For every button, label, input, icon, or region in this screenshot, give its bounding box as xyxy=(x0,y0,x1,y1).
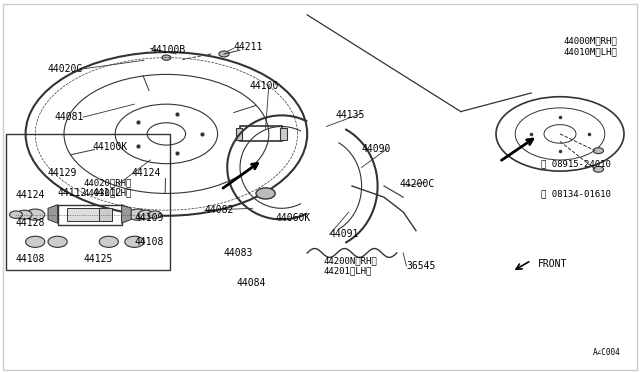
Text: 44112: 44112 xyxy=(58,189,87,198)
Text: 44211: 44211 xyxy=(234,42,263,51)
Text: ① 08915-24010: ① 08915-24010 xyxy=(541,159,611,168)
Circle shape xyxy=(26,209,45,220)
Text: Ⓑ 08134-01610: Ⓑ 08134-01610 xyxy=(541,189,611,198)
Bar xyxy=(280,128,287,140)
Circle shape xyxy=(48,236,67,247)
Bar xyxy=(58,205,122,225)
Text: 44200C: 44200C xyxy=(400,179,435,189)
Text: 44135: 44135 xyxy=(336,110,365,120)
Text: 44000M（RH）
44010M（LH）: 44000M（RH） 44010M（LH） xyxy=(563,37,617,56)
Bar xyxy=(236,128,242,140)
Bar xyxy=(67,208,112,221)
Text: 44100K: 44100K xyxy=(93,142,128,152)
Text: 44112: 44112 xyxy=(93,189,122,198)
Text: FRONT: FRONT xyxy=(538,259,567,269)
Text: 44108: 44108 xyxy=(134,237,164,247)
Text: 36545: 36545 xyxy=(406,261,436,271)
Text: 44091: 44091 xyxy=(330,230,359,239)
Circle shape xyxy=(10,211,22,218)
Polygon shape xyxy=(122,205,131,223)
Text: 44109: 44109 xyxy=(134,213,164,222)
Circle shape xyxy=(593,148,604,154)
Text: 44082: 44082 xyxy=(205,205,234,215)
Circle shape xyxy=(148,211,161,218)
Circle shape xyxy=(17,210,32,219)
Text: A∠C004: A∠C004 xyxy=(593,348,621,357)
Text: 44084: 44084 xyxy=(237,278,266,288)
Text: 44020G: 44020G xyxy=(48,64,83,74)
Circle shape xyxy=(99,236,118,247)
Polygon shape xyxy=(48,205,58,223)
Circle shape xyxy=(128,209,147,220)
Circle shape xyxy=(219,51,229,57)
Text: 44128: 44128 xyxy=(16,218,45,228)
Text: 44124: 44124 xyxy=(131,168,161,178)
Text: 44124: 44124 xyxy=(16,190,45,200)
Text: 44100: 44100 xyxy=(250,81,279,90)
Text: 44020（RH）
44030（LH）: 44020（RH） 44030（LH） xyxy=(83,178,132,198)
Bar xyxy=(6,134,170,270)
Circle shape xyxy=(138,210,154,219)
Text: 44060K: 44060K xyxy=(275,213,310,222)
Text: 44125: 44125 xyxy=(83,254,113,263)
Text: 44090: 44090 xyxy=(362,144,391,154)
Text: 44100B: 44100B xyxy=(150,45,186,55)
Circle shape xyxy=(256,188,275,199)
Text: 44200N（RH）
44201（LH）: 44200N（RH） 44201（LH） xyxy=(323,256,377,276)
Circle shape xyxy=(593,166,604,172)
Circle shape xyxy=(26,236,45,247)
Circle shape xyxy=(125,236,144,247)
Text: 44129: 44129 xyxy=(48,168,77,178)
Text: 44081: 44081 xyxy=(54,112,84,122)
Text: 44083: 44083 xyxy=(224,248,253,258)
Circle shape xyxy=(162,55,171,60)
Bar xyxy=(240,126,282,141)
Text: 44108: 44108 xyxy=(16,254,45,263)
Bar xyxy=(99,208,112,221)
